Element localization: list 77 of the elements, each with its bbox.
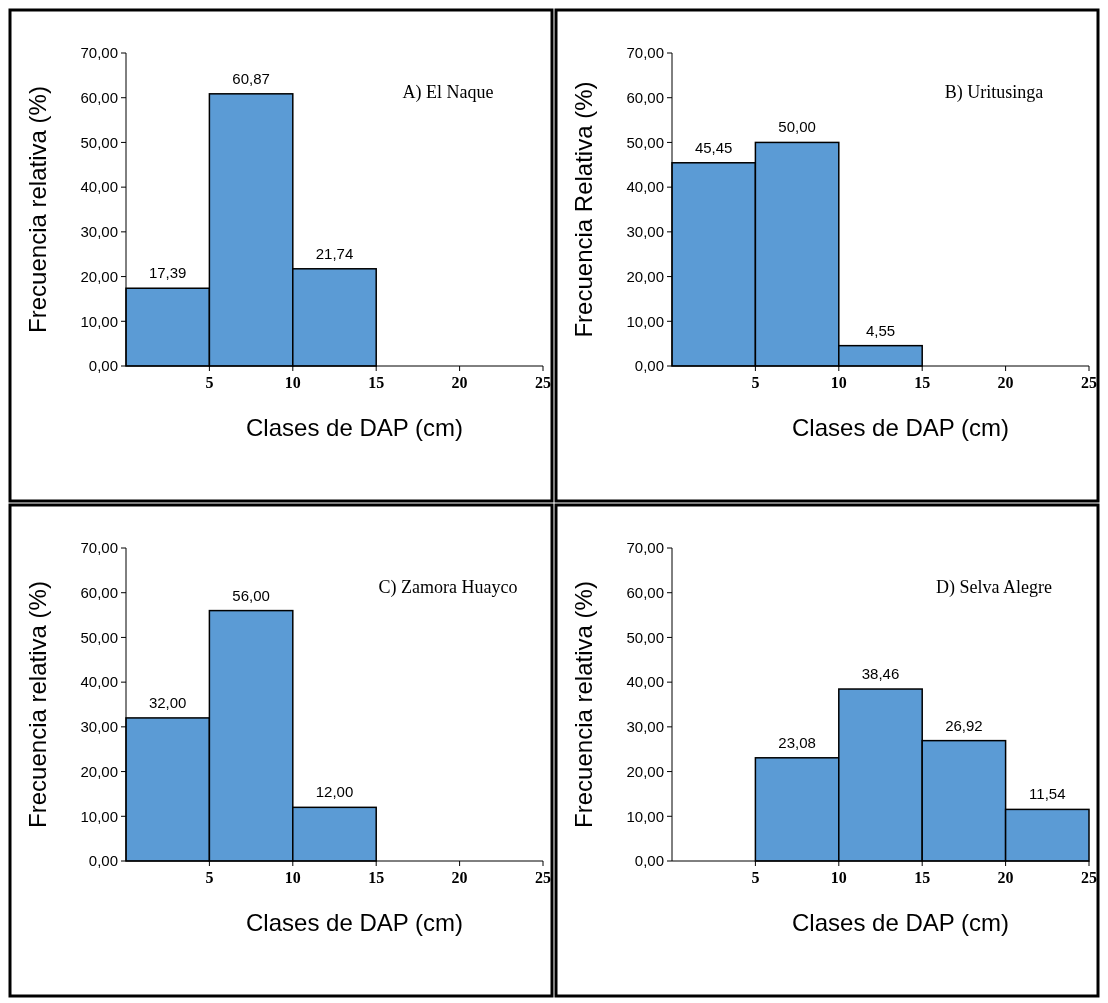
x-tick-label: 10 (830, 869, 847, 886)
y-tick-label: 0,00 (88, 357, 118, 375)
x-tick-label: 25 (535, 869, 551, 886)
y-tick-label: 10,00 (626, 312, 664, 330)
x-tick-label: 10 (830, 374, 847, 391)
y-tick-label: 70,00 (80, 539, 118, 557)
y-tick-label: 60,00 (626, 88, 664, 106)
x-tick-label: 25 (1081, 869, 1097, 886)
y-tick-label: 60,00 (80, 583, 118, 601)
data-label: 23,08 (778, 733, 816, 751)
data-label: 11,54 (1029, 785, 1066, 803)
y-tick-label: 20,00 (626, 267, 664, 285)
y-tick-label: 0,00 (88, 852, 118, 870)
x-tick-label: 10 (284, 869, 301, 886)
x-tick-label: 10 (284, 374, 301, 391)
x-tick-label: 15 (368, 869, 385, 886)
x-tick-label: 5 (205, 374, 214, 391)
data-label: 12,00 (315, 783, 354, 801)
y-tick-label: 10,00 (626, 807, 664, 825)
y-axis-title: Frecuencia relativa (%) (570, 581, 597, 828)
y-tick-label: 40,00 (80, 178, 118, 196)
y-tick-label: 10,00 (80, 807, 118, 825)
x-tick-label: 5 (751, 374, 760, 391)
annotation: B) Uritusinga (944, 82, 1044, 103)
annotation: A) El Naque (402, 82, 494, 103)
y-axis-title: Frecuencia relativa (%) (24, 86, 51, 333)
data-label: 17,39 (148, 264, 187, 282)
y-tick-label: 30,00 (80, 223, 118, 241)
y-tick-label: 30,00 (626, 223, 664, 241)
x-tick-label: 20 (451, 869, 468, 886)
y-tick-label: 20,00 (80, 267, 118, 285)
y-tick-label: 0,00 (634, 357, 664, 375)
x-axis-title: Clases de DAP (cm) (246, 909, 463, 936)
x-tick-label: 5 (751, 869, 760, 886)
y-tick-label: 30,00 (626, 718, 664, 736)
x-tick-label: 5 (205, 869, 214, 886)
x-tick-label: 25 (535, 374, 551, 391)
annotation: D) Selva Alegre (936, 577, 1052, 598)
y-tick-label: 70,00 (80, 44, 118, 62)
y-tick-label: 70,00 (626, 44, 664, 62)
y-tick-label: 50,00 (626, 133, 664, 151)
x-tick-label: 20 (997, 869, 1014, 886)
data-label: 45,45 (694, 138, 733, 156)
y-tick-label: 20,00 (80, 762, 118, 780)
y-tick-label: 50,00 (80, 628, 118, 646)
data-label: 4,55 (865, 321, 896, 339)
y-tick-label: 70,00 (626, 539, 664, 557)
x-axis-title: Clases de DAP (cm) (246, 414, 463, 441)
y-tick-label: 20,00 (626, 762, 664, 780)
y-tick-label: 10,00 (80, 312, 118, 330)
data-label: 60,87 (232, 69, 270, 87)
y-tick-label: 30,00 (80, 718, 118, 736)
data-label: 38,46 (861, 665, 900, 683)
x-tick-label: 15 (914, 869, 931, 886)
x-tick-label: 20 (451, 374, 468, 391)
data-label: 21,74 (315, 244, 354, 262)
data-label: 50,00 (778, 118, 816, 136)
x-axis-title: Clases de DAP (cm) (792, 414, 1009, 441)
y-tick-label: 40,00 (626, 673, 664, 691)
x-axis-title: Clases de DAP (cm) (792, 909, 1009, 936)
data-label: 56,00 (232, 586, 270, 604)
y-tick-label: 50,00 (80, 133, 118, 151)
y-tick-label: 50,00 (626, 628, 664, 646)
x-tick-label: 25 (1081, 374, 1097, 391)
y-axis-title: Frecuencia relativa (%) (24, 581, 51, 828)
y-tick-label: 60,00 (80, 88, 118, 106)
x-tick-label: 15 (914, 374, 931, 391)
y-axis-title: Frecuencia Relativa (%) (570, 81, 597, 338)
y-tick-label: 40,00 (626, 178, 664, 196)
y-tick-label: 60,00 (626, 583, 664, 601)
annotation: C) Zamora Huayco (378, 577, 518, 598)
y-tick-label: 40,00 (80, 673, 118, 691)
x-tick-label: 15 (368, 374, 385, 391)
x-tick-label: 20 (997, 374, 1014, 391)
data-label: 32,00 (148, 693, 187, 711)
y-tick-label: 0,00 (634, 852, 664, 870)
data-label: 26,92 (945, 716, 983, 734)
